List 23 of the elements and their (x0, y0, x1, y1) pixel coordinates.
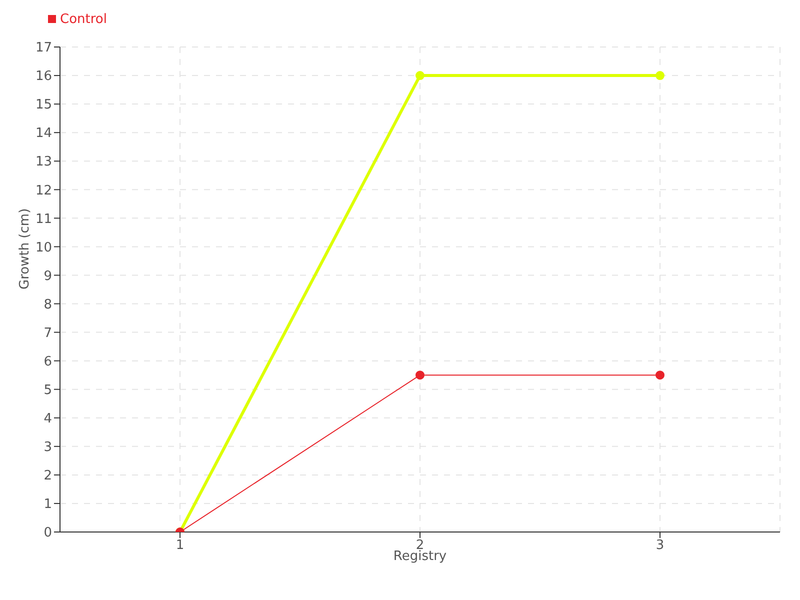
legend-label: Control (60, 12, 107, 27)
y-tick-label: 0 (44, 526, 52, 541)
y-tick-label: 1 (44, 497, 52, 512)
y-tick-label: 11 (35, 212, 52, 227)
y-tick-label: 3 (44, 440, 52, 456)
x-tick-label: 3 (656, 538, 664, 554)
y-tick-label: 6 (44, 354, 52, 370)
y-tick-label: 13 (35, 154, 52, 170)
y-tick-label: 8 (44, 297, 52, 312)
y-axis-title: Growth (cm) (18, 208, 33, 290)
y-tick-label: 4 (44, 411, 52, 426)
y-tick-label: 7 (44, 326, 52, 341)
y-tick-label: 17 (35, 40, 52, 56)
x-tick-label: 1 (176, 538, 184, 554)
x-axis-title: Registry (393, 549, 447, 564)
y-tick-label: 12 (35, 183, 52, 198)
y-tick-label: 16 (35, 69, 52, 84)
y-tick-label: 10 (35, 240, 52, 256)
y-tick-label: 14 (35, 126, 52, 142)
y-tick-label: 9 (44, 268, 52, 284)
y-tick-label: 15 (35, 98, 52, 113)
y-tick-label: 2 (44, 468, 52, 484)
y-tick-label: 5 (44, 382, 52, 398)
